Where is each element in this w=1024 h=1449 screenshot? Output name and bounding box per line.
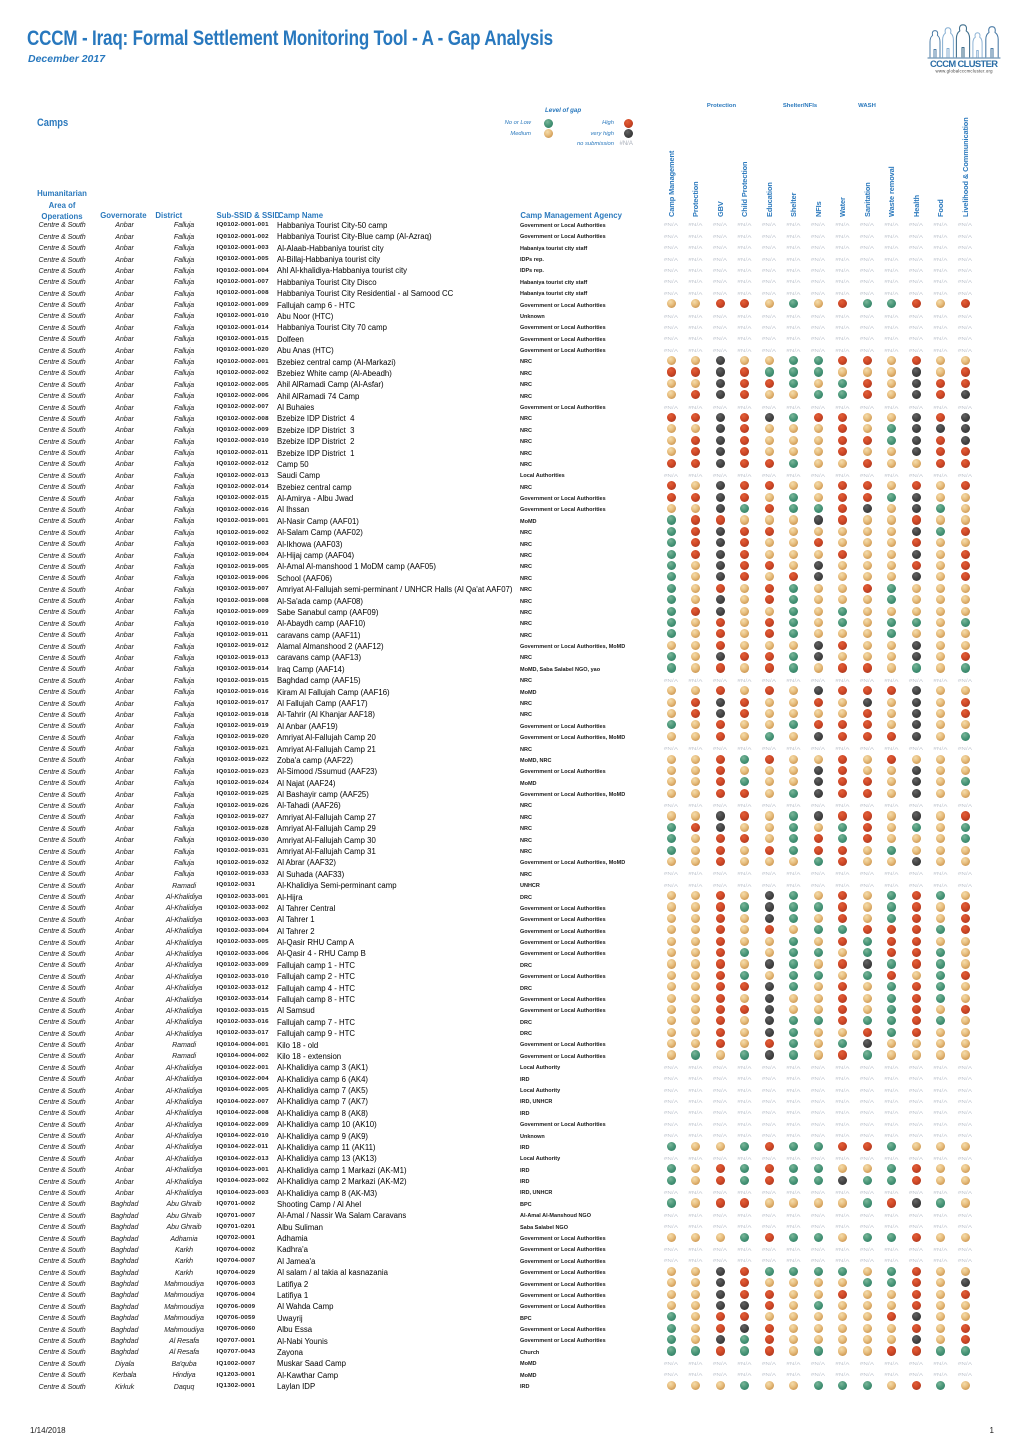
svg-text:CCCM CLUSTER: CCCM CLUSTER: [930, 58, 998, 69]
svg-text:www.globalcccmcluster.org: www.globalcccmcluster.org: [936, 68, 994, 73]
